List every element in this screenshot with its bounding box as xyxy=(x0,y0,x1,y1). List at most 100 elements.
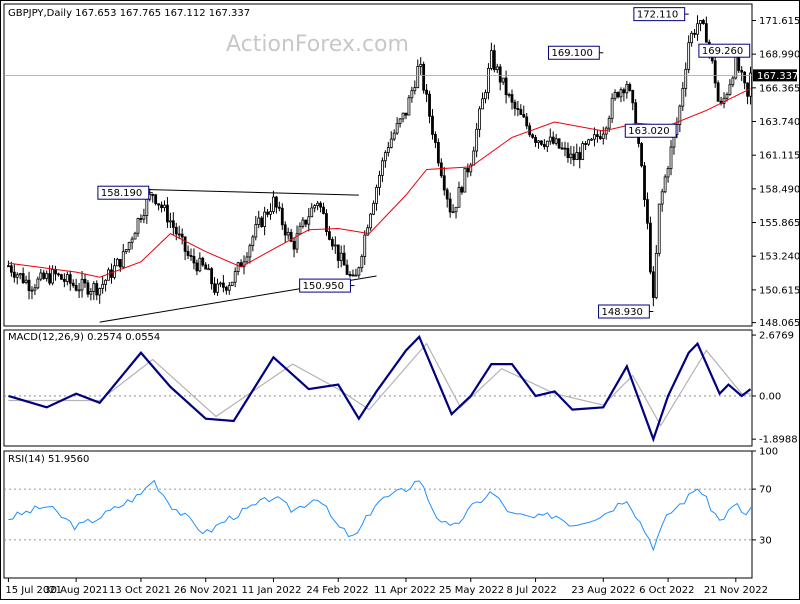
candle-body xyxy=(348,274,352,276)
callout-box xyxy=(598,304,650,319)
candle-body xyxy=(693,32,696,35)
candle-body xyxy=(687,42,691,70)
candle-body xyxy=(269,211,272,215)
candle-body xyxy=(578,152,582,160)
candle-body xyxy=(436,142,440,164)
candle-body xyxy=(133,232,137,240)
candle-body xyxy=(110,269,113,278)
candle-body xyxy=(442,175,446,191)
callout-label: 172.110 xyxy=(637,10,678,21)
candle-body xyxy=(699,20,702,25)
candle-body xyxy=(86,282,90,295)
candle-body xyxy=(98,288,102,296)
candle-body xyxy=(54,269,57,275)
candle-body xyxy=(57,273,60,276)
callout-box xyxy=(547,45,600,60)
candle-body xyxy=(33,287,37,291)
candle-body xyxy=(507,94,511,96)
candle-body xyxy=(210,268,214,285)
x-tick-label: 24 Feb 2022 xyxy=(306,585,368,596)
candle-body xyxy=(590,138,593,141)
candle-body xyxy=(189,255,193,257)
candle-body xyxy=(15,274,19,278)
candle-body xyxy=(663,176,667,193)
rsi-line xyxy=(8,479,752,552)
candle-body xyxy=(121,251,125,268)
candle-body xyxy=(219,282,222,285)
candle-body xyxy=(454,206,458,213)
candle-body xyxy=(145,198,149,216)
macd-pane: 2.6769 0.00 -1.8988 xyxy=(4,331,798,446)
candle-body xyxy=(696,23,699,35)
candle-body xyxy=(625,84,629,94)
candle-body xyxy=(595,134,599,137)
candle-body xyxy=(631,90,635,104)
macd-y-tick-label: 0.00 xyxy=(759,391,781,402)
candle-body xyxy=(80,278,84,291)
candle-body xyxy=(445,189,449,200)
macd-pane-border xyxy=(3,329,753,447)
candle-body xyxy=(18,273,22,276)
candle-body xyxy=(101,283,105,289)
x-tick-label: 26 Nov 2021 xyxy=(174,585,238,596)
trendline xyxy=(140,188,359,196)
candle-body xyxy=(139,218,143,220)
candle-body xyxy=(177,233,181,236)
candle-body xyxy=(654,252,658,298)
candle-body xyxy=(201,257,205,266)
candle-body xyxy=(257,217,261,225)
candle-body xyxy=(330,239,334,247)
candle-body xyxy=(21,273,25,284)
candle-body xyxy=(366,227,370,236)
candle-body xyxy=(12,271,16,278)
candle-body xyxy=(540,140,543,145)
candle-body xyxy=(545,140,549,148)
candle-body xyxy=(171,220,175,228)
candle-body xyxy=(286,231,290,236)
candle-body xyxy=(619,89,623,98)
candle-body xyxy=(260,217,264,227)
candle-body xyxy=(151,193,155,196)
candle-body xyxy=(584,143,588,145)
candle-body xyxy=(616,92,620,98)
last-price-box xyxy=(753,69,797,82)
candle-body xyxy=(180,233,184,238)
callout-box xyxy=(299,278,351,293)
candle-body xyxy=(298,225,302,235)
price-y-tick-label: 155.865 xyxy=(759,218,800,229)
candle-body xyxy=(610,97,614,119)
candle-body xyxy=(319,202,322,208)
candle-body xyxy=(292,240,296,250)
candle-body xyxy=(469,164,473,173)
candle-body xyxy=(716,82,720,102)
x-tick-label: 25 May 2022 xyxy=(439,585,504,596)
candle-body xyxy=(704,23,708,43)
candle-body xyxy=(107,269,110,281)
candle-body xyxy=(725,94,729,99)
candle-body xyxy=(204,264,208,270)
candle-body xyxy=(372,202,375,215)
candle-body xyxy=(495,66,499,71)
candle-body xyxy=(522,114,526,118)
x-tick-label: 21 Nov 2022 xyxy=(704,585,768,596)
candle-body xyxy=(304,219,308,225)
candle-body xyxy=(77,289,81,292)
candle-body xyxy=(30,289,34,292)
candle-body xyxy=(71,282,75,286)
x-tick-label: 8 Jul 2022 xyxy=(507,585,557,596)
candle-body xyxy=(525,116,529,127)
candle-body xyxy=(669,146,673,170)
macd-header: MACD(12,26,9) 0.2574 0.0554 xyxy=(8,332,160,343)
candle-body xyxy=(124,249,128,253)
candle-body xyxy=(649,222,652,273)
candle-body xyxy=(266,211,269,215)
candle-body xyxy=(457,187,461,208)
candle-body xyxy=(163,204,166,209)
candle-body xyxy=(489,50,493,69)
candle-body xyxy=(357,267,361,276)
candle-body xyxy=(166,204,169,223)
callout-box xyxy=(698,43,751,58)
candle-body xyxy=(551,136,555,144)
candle-body xyxy=(448,198,452,213)
candle-body xyxy=(48,273,52,284)
